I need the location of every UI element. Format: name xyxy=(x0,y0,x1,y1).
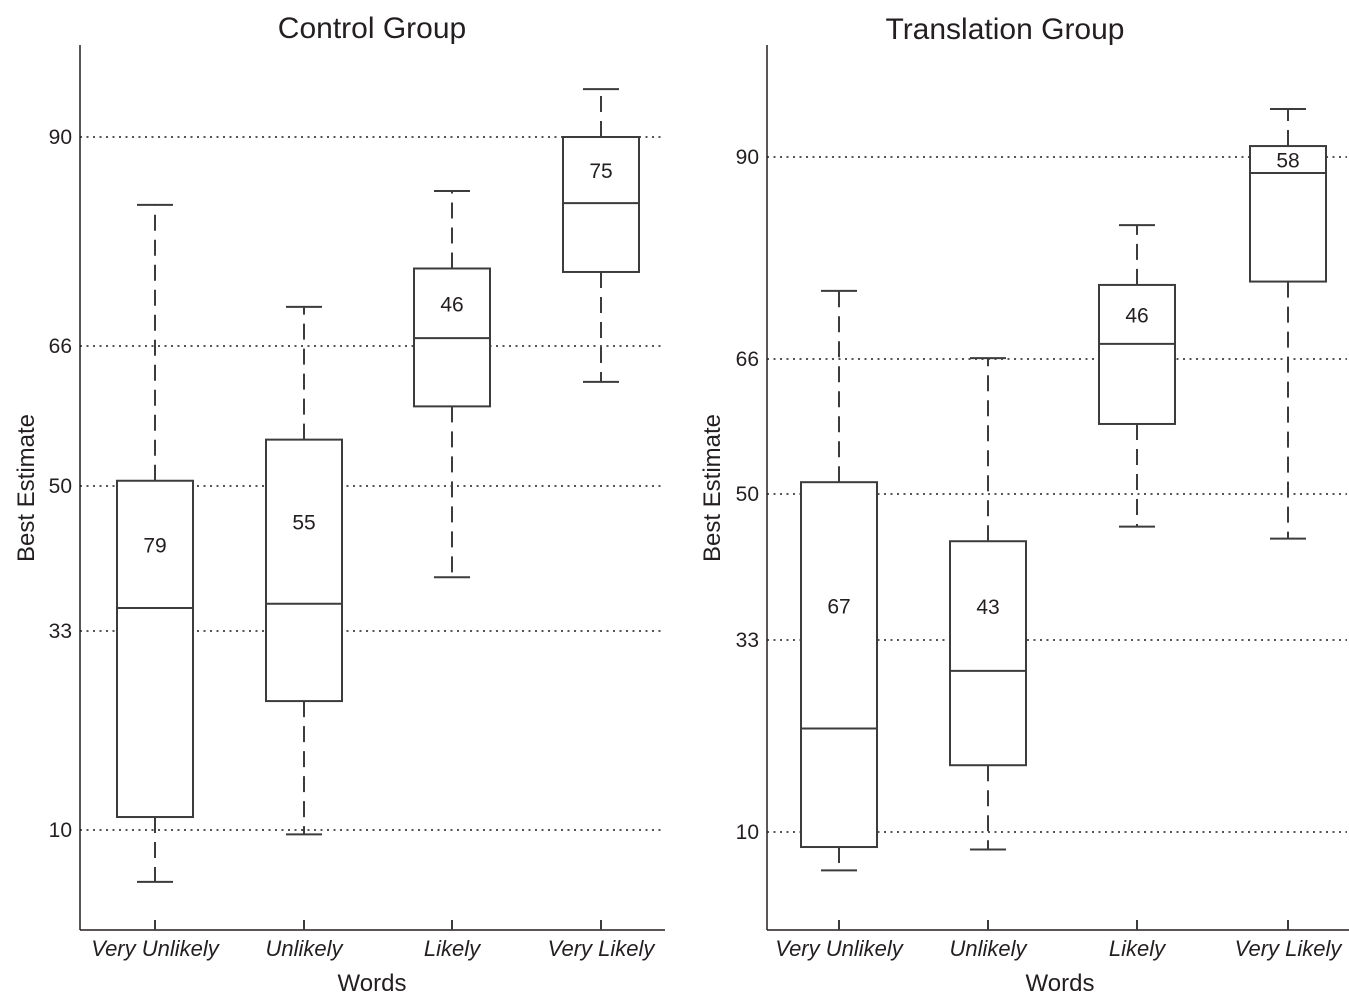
y-tick-label: 10 xyxy=(49,819,72,842)
x-axis-label: Words xyxy=(338,970,407,996)
x-tick-label: Very Likely xyxy=(1235,936,1344,961)
x-tick-label: Very Likely xyxy=(548,936,657,961)
box-count-label: 58 xyxy=(1276,150,1299,173)
y-tick-label: 33 xyxy=(736,629,759,652)
box-very-likely: 58 xyxy=(1249,108,1327,540)
x-tick-label: Unlikely xyxy=(265,936,344,961)
box-likely: 46 xyxy=(1098,224,1176,528)
box-count-label: 46 xyxy=(1125,304,1148,327)
box-rect xyxy=(265,438,343,703)
y-tick-label: 90 xyxy=(736,146,759,169)
box-count-label: 46 xyxy=(440,293,463,316)
box-count-label: 43 xyxy=(976,596,999,619)
chart-panel-control: Control Group Words Best Estimate 10 33 50 66 9… xyxy=(13,12,665,996)
box-count-label: 79 xyxy=(143,534,166,557)
y-tick-label: 66 xyxy=(736,348,759,371)
y-tick-label: 66 xyxy=(49,335,72,358)
x-tick-label: Unlikely xyxy=(949,936,1028,961)
box-rect xyxy=(800,481,878,849)
x-tick-label: Likely xyxy=(424,936,482,961)
y-tick-label: 50 xyxy=(736,483,759,506)
y-tick-label: 33 xyxy=(49,620,72,643)
box-count-label: 67 xyxy=(827,595,850,618)
x-axis-label: Words xyxy=(1026,970,1095,996)
y-tick-label: 90 xyxy=(49,126,72,149)
chart-panel-translation: Translation Group Words Best Estimate 10 33 5… xyxy=(699,13,1349,996)
box-very-likely: 75 xyxy=(562,88,640,383)
x-tick-label: Likely xyxy=(1109,936,1167,961)
box-very-unlikely: 79 xyxy=(116,203,194,883)
box-rect xyxy=(1249,145,1327,283)
y-axis-label: Best Estimate xyxy=(13,414,40,562)
x-tick-label: Very Unlikely xyxy=(775,936,905,961)
box-count-label: 75 xyxy=(589,160,612,183)
box-unlikely: 43 xyxy=(949,357,1027,851)
box-rect xyxy=(1098,283,1176,425)
y-axis-label: Best Estimate xyxy=(699,414,726,562)
box-rect xyxy=(949,540,1027,767)
chart-title: Control Group xyxy=(278,12,466,45)
box-count-label: 55 xyxy=(292,512,315,535)
y-tick-label: 50 xyxy=(49,475,72,498)
box-very-unlikely: 67 xyxy=(800,289,878,872)
box-unlikely: 55 xyxy=(265,305,343,836)
box-rect xyxy=(116,479,194,819)
box-likely: 46 xyxy=(413,189,491,579)
chart-title: Translation Group xyxy=(885,13,1124,46)
x-tick-label: Very Unlikely xyxy=(91,936,221,961)
box-rect xyxy=(562,136,640,273)
y-tick-label: 10 xyxy=(736,821,759,844)
